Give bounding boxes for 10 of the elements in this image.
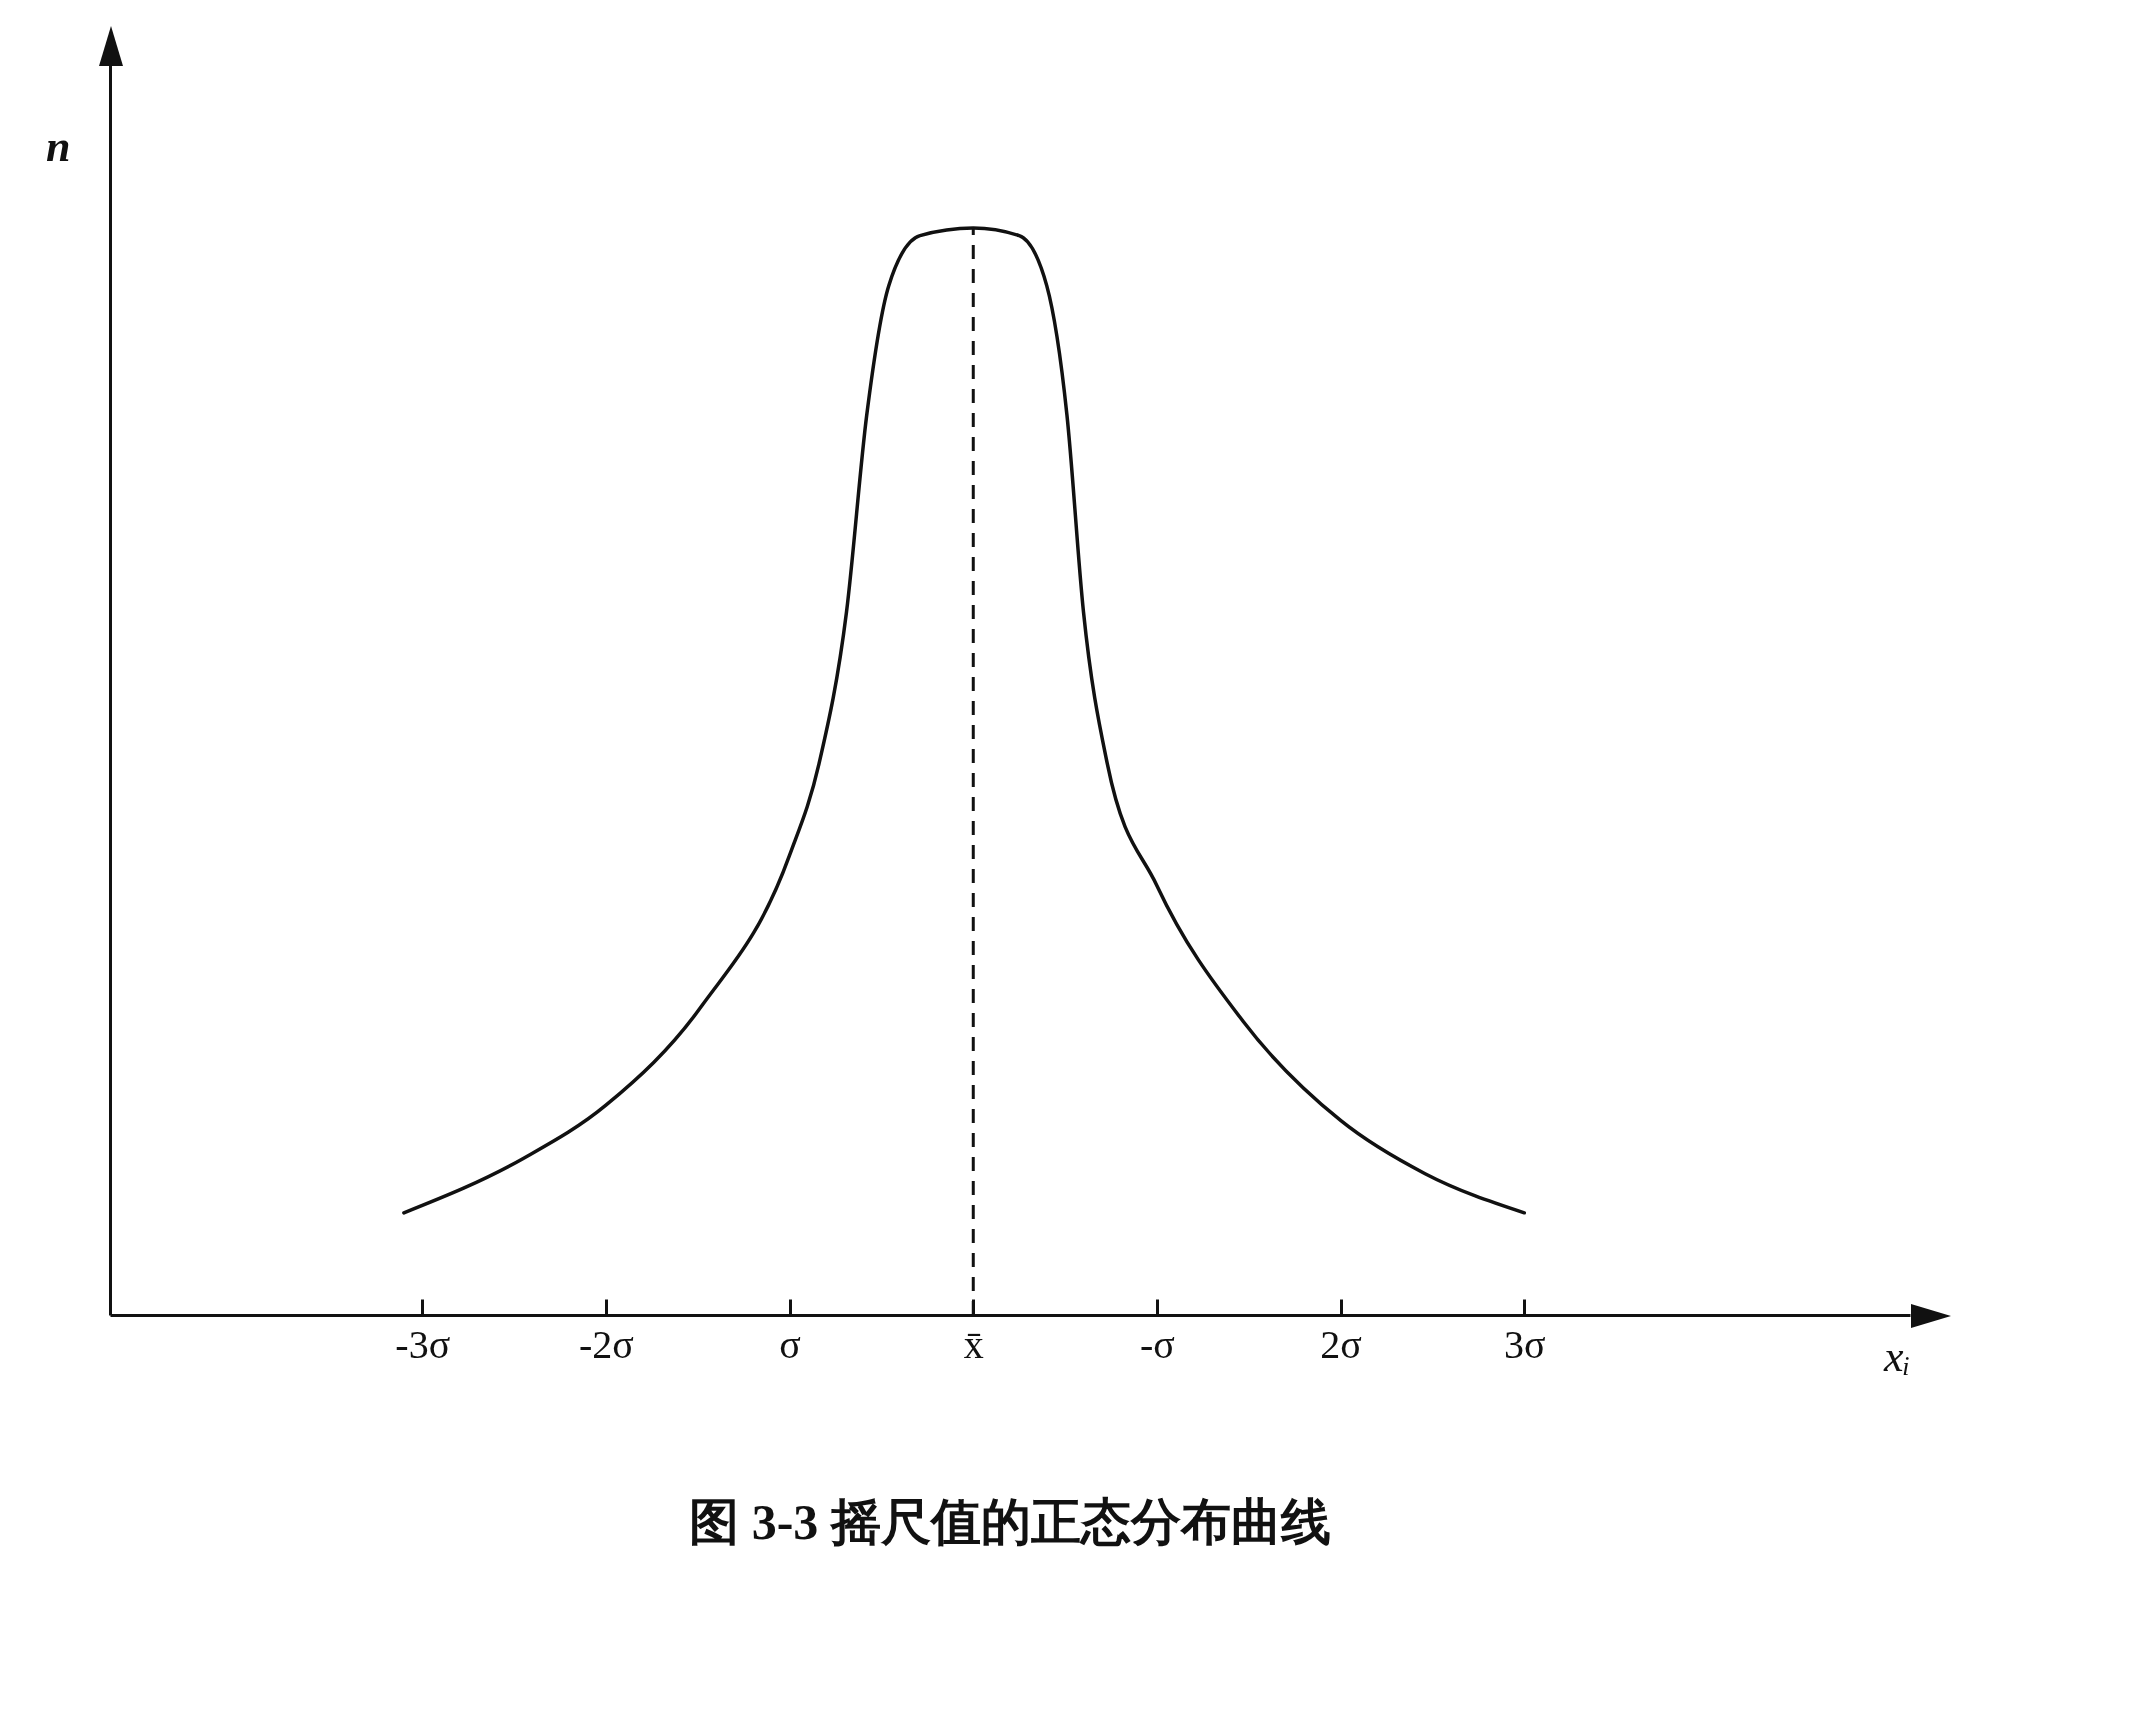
x-tick-label: 3σ <box>1504 1321 1546 1367</box>
x-tick-label: 2σ <box>1320 1321 1362 1367</box>
x-axis-title: xᵢ <box>1883 1331 1911 1381</box>
y-axis-title: n <box>46 121 71 171</box>
x-tick-label: x̄ <box>963 1321 984 1367</box>
x-tick-label: -2σ <box>578 1321 634 1367</box>
text: 图 3-3 摇尺值的正态分布曲线 <box>689 1494 1331 1550</box>
x-tick-label: -σ <box>1139 1321 1175 1367</box>
x-tick-label: σ <box>779 1321 801 1367</box>
x-tick-label: -3σ <box>395 1321 451 1367</box>
